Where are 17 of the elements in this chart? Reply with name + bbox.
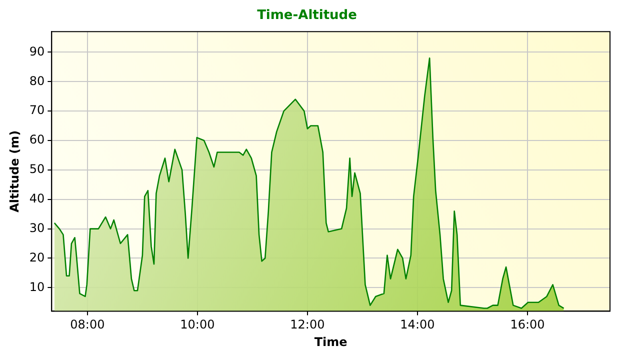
y-tick-label: 40 [29, 191, 45, 206]
y-tick-label: 20 [29, 250, 45, 264]
y-tick-label: 90 [29, 44, 45, 58]
y-axis-title: Altitude (m) [7, 130, 22, 212]
y-tick-label: 50 [29, 162, 45, 176]
x-tick-label: 14:00 [400, 318, 435, 332]
y-tick-label: 70 [29, 103, 45, 118]
y-tick-label: 30 [29, 220, 45, 235]
x-tick-label: 12:00 [290, 318, 325, 332]
x-tick-label: 10:00 [180, 318, 215, 332]
y-tick-label: 10 [29, 280, 45, 294]
y-tick-label: 80 [29, 74, 45, 88]
y-tick-label: 60 [29, 132, 45, 147]
x-tick-label: 16:00 [510, 318, 545, 332]
x-tick-label: 08:00 [70, 318, 105, 332]
x-axis-title: Time [314, 334, 348, 349]
chart-title: Time-Altitude [257, 8, 358, 24]
